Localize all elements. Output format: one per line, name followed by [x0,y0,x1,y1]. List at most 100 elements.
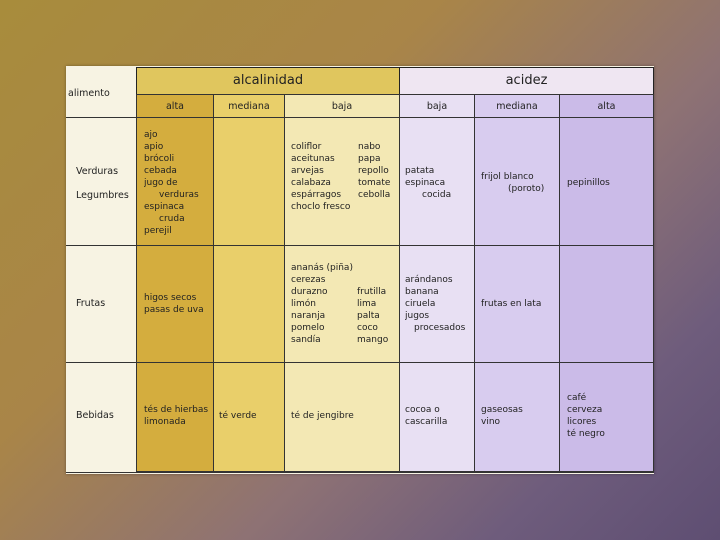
cell-verduras-alk-baja-right: nabo papa repollo tomate cebolla [358,141,398,201]
cell-bebidas-acid-mediana: gaseosas vino [481,404,559,428]
list-item: frijol blanco [481,172,534,182]
cell-frutas-alk-baja-right: frutilla lima palta coco mango [357,286,397,346]
list-item: higos secos [144,293,197,303]
acidity-label: acidez [505,73,548,88]
cell-frutas-acid-mediana: frutas en lata [481,298,559,310]
list-item: té de jengibre [291,411,354,421]
alimento-header: alimento [68,88,110,99]
subheader-alk-alta: alta [165,101,184,112]
list-item: cebada [144,166,177,176]
list-item: pepinillos [567,178,610,188]
list-item: tomate [358,178,391,188]
list-item: cebolla [358,190,391,200]
list-item: jugo de [144,178,178,188]
list-item: arándanos [405,275,453,285]
list-item: lima [357,299,377,309]
cell-verduras-alk-alta: ajo apio brócoli cebada jugo de verduras… [144,129,212,237]
list-item: espárragos [291,190,342,200]
row-label-frutas: Frutas [76,298,106,309]
cell-bebidas-acid-alta: café cerveza licores té negro [567,392,651,440]
subheader-alk-mediana: mediana [228,101,270,112]
list-item: (poroto) [508,184,545,194]
list-item: pomelo [291,323,325,333]
list-item: té negro [567,429,605,439]
list-item: cerezas [291,275,326,285]
list-item: cruda [159,214,185,224]
row-label-verduras: Verduras [76,166,119,177]
list-item: nabo [358,142,381,152]
subheader-acid-baja: baja [426,101,448,112]
cell-verduras-acid-mediana: frijol blanco (poroto) [481,171,559,195]
list-item: espinaca [405,178,446,188]
list-item: vino [481,417,501,427]
list-item: durazno [291,287,328,297]
cell-bebidas-acid-baja: cocoa o cascarilla [405,404,473,428]
list-item: palta [357,311,380,321]
cell-bebidas-alk-baja: té de jengibre [291,410,397,422]
list-item: pasas de uva [144,305,204,315]
col-acid-baja [399,94,475,472]
list-item: banana [405,287,439,297]
list-item: procesados [414,323,466,333]
list-item: limonada [144,417,186,427]
list-item: calabaza [291,178,331,188]
list-item: coco [357,323,378,333]
list-item: ciruela [405,299,436,309]
col-acid-mediana [474,94,560,472]
cell-bebidas-alk-mediana: té verde [219,410,283,422]
cell-verduras-alk-baja-left: coliflor aceitunas arvejas calabaza espá… [291,141,357,213]
list-item: apio [144,142,164,152]
list-item: frutas en lata [481,299,542,309]
subheader-acid-alta: alta [597,101,616,112]
list-item: patata [405,166,435,176]
list-item: aceitunas [291,154,335,164]
cell-frutas-acid-baja: arándanos banana ciruela jugos procesado… [405,274,473,334]
list-item: limón [291,299,316,309]
list-item: tés de hierbas [144,405,209,415]
list-item: papa [358,154,381,164]
row-separator-bottom [66,472,654,473]
list-item: gaseosas [481,405,523,415]
alkalinity-header: alcalinidad [136,67,400,95]
list-item: brócoli [144,154,175,164]
list-item: frutilla [357,287,387,297]
subheader-acid-mediana: mediana [496,101,538,112]
col-alk-mediana [213,94,285,472]
row-separator-1 [66,245,654,246]
list-item: naranja [291,311,326,321]
cell-frutas-alk-baja-top: ananás (piña) [291,262,397,274]
row-separator-2 [66,362,654,363]
list-item: cerveza [567,405,603,415]
list-item: cocida [422,190,452,200]
cell-verduras-acid-baja: patata espinaca cocida [405,165,473,201]
col-acid-alta [559,94,654,472]
subheader-alk-baja: baja [331,101,353,112]
cell-frutas-alk-baja-left: cerezas durazno limón naranja pomelo san… [291,274,355,346]
alkalinity-label: alcalinidad [232,73,304,88]
cell-frutas-alk-alta: higos secos pasas de uva [144,292,212,316]
acidity-header: acidez [399,67,654,95]
cell-bebidas-alk-alta: tés de hierbas limonada [144,404,212,428]
list-item: sandía [291,335,321,345]
list-item: arvejas [291,166,324,176]
row-label-legumbres: Legumbres [76,190,129,201]
col-alk-baja [284,94,400,472]
row-separator-header [66,117,654,118]
list-item: coliflor [291,142,322,152]
list-item: cocoa o [405,405,440,415]
col-alk-alta [136,94,214,472]
list-item: choclo fresco [291,202,351,212]
list-item: verduras [159,190,199,200]
list-item: mango [357,335,389,345]
cell-verduras-acid-alta: pepinillos [567,177,651,189]
list-item: licores [567,417,597,427]
list-item: perejil [144,226,172,236]
list-item: ajo [144,130,158,140]
list-item: ananás (piña) [291,263,353,273]
list-item: repollo [358,166,389,176]
list-item: café [567,393,587,403]
row-label-bebidas: Bebidas [76,410,114,421]
list-item: té verde [219,411,257,421]
list-item: espinaca [144,202,185,212]
list-item: cascarilla [405,417,448,427]
